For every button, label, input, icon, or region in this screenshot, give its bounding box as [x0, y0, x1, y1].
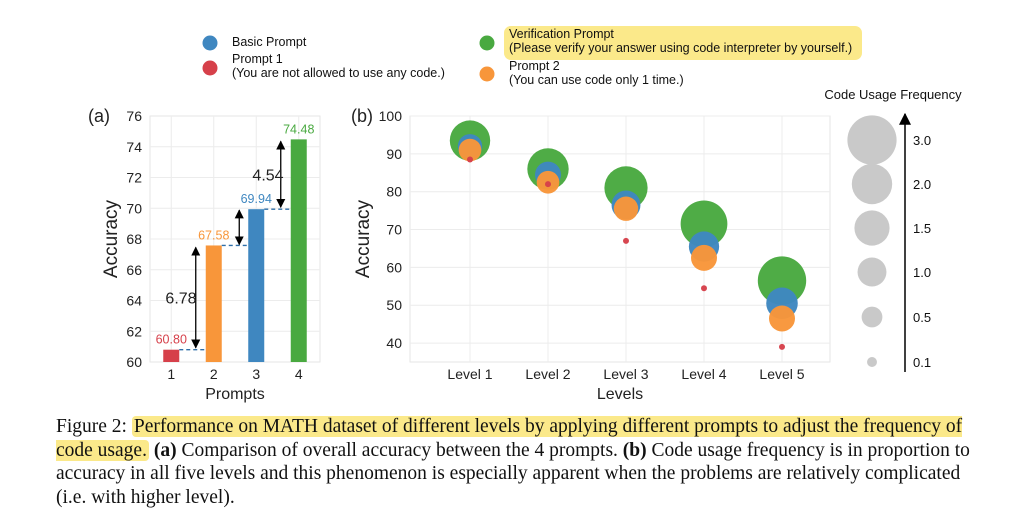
size-legend-label: 2.0 — [913, 177, 931, 192]
size-legend-circle — [851, 163, 893, 205]
size-legend-circle — [847, 115, 897, 165]
bar-value-label: 74.48 — [283, 122, 314, 136]
figure-caption: Figure 2: Performance on MATH dataset of… — [56, 415, 976, 509]
panel-a-ytick: 74 — [126, 139, 142, 155]
panel-b-xtick: Level 5 — [759, 366, 804, 382]
figure: Basic Prompt Prompt 1(You are not allowed… — [88, 26, 962, 403]
panel-b-ytick: 80 — [386, 184, 402, 200]
legend-highlight — [504, 26, 862, 60]
panel-a-xtick: 3 — [252, 366, 260, 382]
legend-label-2: Verification Prompt — [509, 27, 614, 41]
size-legend-circle — [854, 210, 890, 246]
size-legend-title: Code Usage Frequency — [824, 87, 962, 102]
legend-label-0: Basic Prompt — [232, 35, 307, 49]
panel-a-ytick: 76 — [126, 108, 142, 124]
panel-a-diff-label: 6.78 — [165, 291, 196, 308]
size-legend-label: 1.0 — [913, 265, 931, 280]
bubble-verif-level-4 — [680, 200, 728, 248]
panel-a-xtick: 2 — [210, 366, 218, 382]
size-legend-circle — [857, 257, 887, 287]
panel-a-ytick: 70 — [126, 200, 142, 216]
caption-b-tag: (b) — [622, 439, 647, 461]
panel-b-ytick: 60 — [386, 259, 402, 275]
panel-b-ytick: 70 — [386, 222, 402, 238]
panel-b-ylabel: Accuracy — [353, 199, 374, 278]
bar-value-label: 60.80 — [156, 333, 187, 347]
bubble-p2-level-4 — [691, 244, 717, 271]
bubble-p2-level-1 — [458, 138, 482, 162]
bubble-p1-level-5 — [779, 343, 785, 350]
panel-a-diff-label: 4.54 — [252, 167, 283, 184]
legend-sub-1: (You are not allowed to use any code.) — [232, 66, 445, 80]
size-legend-label: 0.1 — [913, 355, 931, 370]
panel-b-xtick: Level 4 — [681, 366, 726, 382]
bar-value-label: 69.94 — [241, 192, 272, 206]
legend-marker-0 — [202, 35, 218, 51]
panel-a-xtick: 1 — [167, 366, 175, 382]
panel-a-ylabel: Accuracy — [101, 199, 122, 278]
bubble-p2-level-3 — [613, 196, 639, 221]
panel-b-xtick: Level 1 — [447, 366, 492, 382]
panel-a-label: (a) — [88, 106, 110, 126]
size-legend-label: 3.0 — [913, 133, 931, 148]
bubble-p1-level-3 — [623, 237, 629, 244]
bubble-p1-level-1 — [467, 156, 473, 163]
panel-b-xlabel: Levels — [597, 386, 643, 403]
size-legend-label: 0.5 — [913, 310, 931, 325]
bar-value-label: 67.58 — [198, 228, 229, 242]
size-legend-label: 1.5 — [913, 221, 931, 236]
panel-a-ytick: 64 — [126, 293, 142, 309]
legend-marker-3 — [479, 66, 495, 82]
legend-label-1: Prompt 1 — [232, 52, 283, 66]
legend-sub-2: (Please verify your answer using code in… — [509, 41, 852, 55]
bar-2 — [205, 245, 222, 362]
panel-b-ytick: 40 — [386, 335, 402, 351]
bar-3 — [248, 209, 265, 362]
panel-b-label: (b) — [351, 106, 373, 126]
panel-a-xtick: 4 — [295, 366, 303, 382]
panel-b-xtick: Level 2 — [525, 366, 570, 382]
panel-a-ytick: 60 — [126, 354, 142, 370]
caption-a-tag: (a) — [153, 439, 177, 461]
legend-marker-1 — [202, 60, 218, 76]
bubble-p1-level-4 — [701, 285, 707, 292]
legend-marker-2 — [479, 35, 495, 51]
panel-b-ytick: 90 — [386, 146, 402, 162]
panel-b-xtick: Level 3 — [603, 366, 648, 382]
legend-label-3: Prompt 2 — [509, 59, 560, 73]
legend-sub-3: (You can use code only 1 time.) — [509, 73, 684, 87]
panel-a-ytick: 66 — [126, 262, 142, 278]
panel-b-ytick: 50 — [386, 297, 402, 313]
bubble-verif-level-5 — [757, 256, 807, 305]
panel-a-ytick: 68 — [126, 231, 142, 247]
panel-a-xlabel: Prompts — [205, 386, 265, 403]
bar-4 — [290, 139, 307, 362]
panel-a-ytick: 62 — [126, 323, 142, 339]
panel-a-ytick: 72 — [126, 170, 142, 186]
size-legend-circle — [861, 306, 883, 328]
caption-label: Figure 2: — [56, 416, 127, 437]
bubble-p2-level-5 — [769, 305, 795, 332]
panel-b-ytick: 100 — [379, 108, 403, 124]
bubble-p1-level-2 — [545, 181, 551, 188]
size-legend-circle — [867, 357, 877, 367]
caption-b-text: Code usage frequency is in proportion to… — [56, 439, 970, 508]
bar-1 — [163, 349, 180, 362]
caption-a-text: Comparison of overall accuracy between t… — [181, 439, 618, 461]
